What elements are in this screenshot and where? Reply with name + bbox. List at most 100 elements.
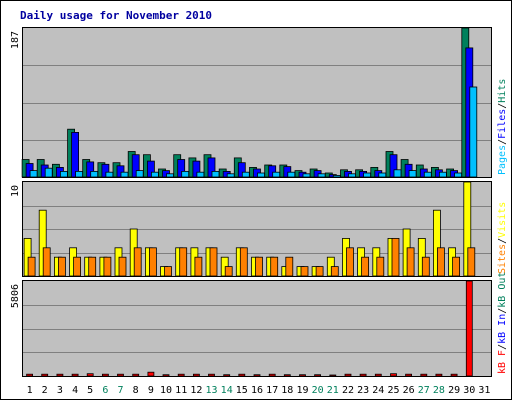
- day-label-14: 14: [221, 385, 233, 396]
- bar-kbytes-kb-f-day-24: [374, 373, 382, 377]
- bar-hits-pages-day-7: [120, 171, 129, 178]
- bar-kbytes-kb-f-day-20: [314, 374, 322, 377]
- bar-hits-pages-day-5: [90, 170, 99, 178]
- bar-kbytes-kb-f-day-2: [41, 373, 49, 377]
- bar-hits-files-day-7: [116, 165, 125, 178]
- bar-visits-sites-day-15: [239, 247, 248, 277]
- bar-visits-sites-day-25: [391, 237, 400, 277]
- bar-visits-sites-day-1: [27, 256, 36, 277]
- bar-kbytes-kb-f-day-6: [102, 373, 109, 377]
- day-label-13: 13: [205, 385, 217, 396]
- panel-visits: 10 Sites/Visits: [10, 181, 508, 277]
- day-label-6: 6: [102, 385, 108, 396]
- day-label-23: 23: [357, 385, 369, 396]
- day-label-22: 22: [342, 385, 354, 396]
- bar-hits-pages-day-26: [408, 170, 417, 178]
- legend-sep-hits-1: /: [497, 103, 508, 109]
- day-label-9: 9: [148, 385, 154, 396]
- bar-hits-pages-day-14: [226, 173, 235, 178]
- bar-hits-files-day-6: [101, 163, 110, 178]
- bar-visits-sites-day-16: [255, 256, 263, 277]
- bar-kbytes-kb-f-day-29: [450, 373, 458, 377]
- bar-kbytes-kb-f-day-16: [253, 374, 261, 377]
- bar-kbytes-kb-f-day-18: [283, 374, 291, 377]
- bar-visits-sites-day-29: [452, 256, 461, 277]
- bar-kbytes-kb-f-day-1: [26, 373, 34, 377]
- bar-hits-pages-day-8: [135, 170, 144, 178]
- bar-hits-files-day-9: [146, 160, 155, 178]
- day-label-29: 29: [448, 385, 460, 396]
- bar-hits-pages-day-23: [363, 172, 372, 178]
- bar-hits-pages-day-25: [393, 169, 402, 178]
- bar-hits-pages-day-16: [257, 172, 265, 178]
- bar-hits-pages-day-29: [454, 172, 463, 178]
- bar-kbytes-kb-f-day-23: [359, 373, 367, 377]
- day-label-24: 24: [372, 385, 384, 396]
- plot-border-hits: [22, 27, 492, 178]
- legend-sep-kbytes-0: /: [497, 344, 508, 350]
- bar-hits-pages-day-1: [29, 170, 38, 178]
- bar-hits-pages-day-10: [166, 173, 174, 178]
- bar-hits-pages-day-21: [332, 174, 341, 178]
- day-label-4: 4: [72, 385, 78, 396]
- plot-border-visits: [22, 181, 492, 277]
- legend-item-kbytes-0: kB F: [497, 350, 508, 374]
- bar-hits-pages-day-9: [150, 171, 159, 178]
- day-label-15: 15: [236, 385, 248, 396]
- legend-visits: Sites/Visits: [497, 202, 508, 274]
- bar-hits-pages-day-18: [287, 171, 296, 178]
- bar-visits-sites-day-2: [42, 247, 51, 277]
- bar-visits-sites-day-18: [285, 256, 294, 277]
- legend-hits: Pages/Files/Hits: [497, 79, 508, 175]
- bar-kbytes-kb-f-day-19: [299, 374, 306, 377]
- bar-visits-sites-day-17: [270, 256, 279, 277]
- bar-visits-sites-day-6: [103, 256, 112, 277]
- day-labels: 1 2 3 4 5 6 7 8 9 10 11 12 13 14 15 16 17 18 19 20 21 22 23 24 2…: [27, 385, 491, 396]
- bar-visits-visits-day-30: [463, 181, 472, 277]
- day-label-19: 19: [296, 385, 308, 396]
- plot-area-kbytes: [22, 280, 492, 377]
- day-label-2: 2: [42, 385, 48, 396]
- day-label-30: 30: [463, 385, 475, 396]
- bar-hits-pages-day-13: [211, 170, 220, 178]
- day-label-26: 26: [403, 385, 415, 396]
- bar-kbytes-kb-f-day-25: [390, 373, 397, 377]
- bar-hits-pages-day-19: [302, 173, 311, 178]
- plot-border-kbytes: [22, 280, 492, 377]
- legend-item-hits-1: Files: [497, 109, 508, 139]
- legend-kbytes: kB F/kB In/kB Out: [497, 272, 508, 374]
- bar-visits-sites-day-19: [300, 266, 309, 277]
- bar-hits-files-day-12: [192, 160, 201, 178]
- day-label-25: 25: [387, 385, 399, 396]
- bar-visits-sites-day-13: [209, 247, 218, 277]
- bar-visits-sites-day-30: [467, 247, 476, 277]
- bar-hits-pages-day-2: [44, 167, 53, 178]
- bar-hits-pages-day-17: [272, 171, 281, 178]
- legend-sep-visits-0: /: [497, 238, 508, 244]
- bar-visits-sites-day-7: [118, 256, 127, 277]
- bar-visits-visits-day-2: [38, 209, 47, 277]
- bar-visits-visits-day-28: [432, 209, 441, 277]
- bar-hits-files-day-5: [86, 161, 95, 178]
- bar-hits-files-day-15: [237, 162, 246, 178]
- bar-kbytes-kb-f-day-9: [147, 371, 155, 377]
- bar-hits-pages-day-12: [196, 171, 205, 178]
- day-label-1: 1: [27, 385, 33, 396]
- day-label-5: 5: [87, 385, 93, 396]
- bar-kbytes-kb-f-day-12: [192, 373, 200, 377]
- day-label-20: 20: [312, 385, 324, 396]
- day-label-16: 16: [251, 385, 263, 396]
- bar-visits-sites-day-22: [346, 247, 354, 277]
- day-label-3: 3: [57, 385, 63, 396]
- bar-hits-pages-day-20: [317, 173, 326, 178]
- bar-kbytes-kb-f-day-28: [435, 373, 443, 377]
- bar-hits-pages-day-11: [181, 170, 190, 178]
- bar-kbytes-kb-f-day-7: [117, 373, 124, 377]
- bar-kbytes-kb-f-day-14: [223, 374, 231, 377]
- bar-hits-files-day-13: [207, 157, 216, 178]
- bar-hits-pages-day-27: [423, 171, 432, 178]
- bar-visits-sites-day-21: [330, 266, 339, 277]
